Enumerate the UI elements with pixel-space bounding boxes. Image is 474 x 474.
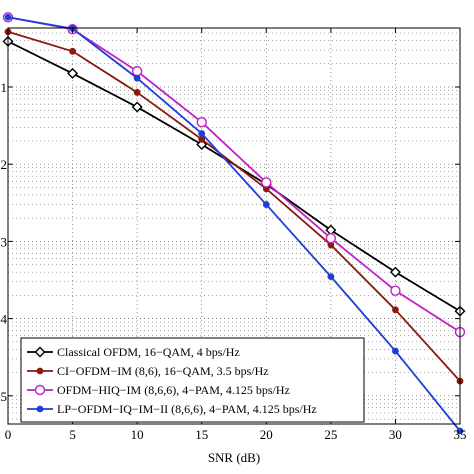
- y-tick-label: -3: [0, 234, 7, 249]
- series-2: [4, 28, 464, 385]
- y-tick-label: -2: [0, 157, 7, 172]
- data-point-marker: [262, 201, 270, 208]
- ticks: 0 5 10 15 20 25 30 35 -1 -2 -3 -4 -5: [0, 28, 467, 442]
- y-tick-label: -1: [0, 80, 7, 95]
- x-tick-label: 20: [260, 427, 273, 442]
- legend-label: Classical OFDM, 16−QAM, 4 bps/Hz: [57, 345, 240, 359]
- data-point-marker: [198, 135, 206, 143]
- data-point-marker: [198, 130, 206, 137]
- data-point-marker: [456, 427, 464, 435]
- data-point-marker: [327, 273, 335, 280]
- x-tick-label: 5: [69, 427, 76, 442]
- data-point-marker: [261, 177, 272, 188]
- legend-entry: CI−OFDM−IM (8,6), 16−QAM, 3.5 bps/Hz: [27, 364, 269, 378]
- grid: [8, 28, 460, 424]
- data-point-marker: [36, 405, 44, 413]
- data-point-marker: [4, 13, 12, 21]
- legend-entry: OFDM−HIQ−IM (8,6,6), 4−PAM, 4.125 bps/Hz: [27, 383, 290, 397]
- data-point-marker: [36, 367, 44, 375]
- data-point-marker: [34, 384, 46, 396]
- x-tick-label: 10: [131, 427, 144, 442]
- data-point-marker: [390, 285, 401, 296]
- series-line: [7, 30, 461, 382]
- data-point-marker: [34, 346, 46, 358]
- y-tick-label: -4: [0, 312, 7, 327]
- plot-frame: [7, 27, 461, 425]
- series-layer: [2, 12, 466, 435]
- x-tick-label: 15: [195, 427, 208, 442]
- data-point-marker: [196, 139, 208, 150]
- data-point-marker: [69, 47, 76, 55]
- legend-label: OFDM−HIQ−IM (8,6,6), 4−PAM, 4.125 bps/Hz: [57, 383, 290, 397]
- data-point-marker: [196, 116, 207, 128]
- legend-entry: Classical OFDM, 16−QAM, 4 bps/Hz: [27, 345, 240, 359]
- data-point-marker: [389, 266, 401, 278]
- series-line: [7, 16, 461, 432]
- x-tick-label: 30: [389, 427, 402, 442]
- x-tick-label: 0: [5, 427, 12, 442]
- legend-box: [20, 337, 365, 423]
- data-point-marker: [325, 233, 337, 244]
- data-point-marker: [131, 101, 143, 113]
- legend-entry: LP−OFDM−IQ−IM−II (8,6,6), 4−PAM, 4.125 b…: [27, 402, 317, 416]
- legend: Classical OFDM, 16−QAM, 4 bps/Hz CI−OFDM−…: [20, 337, 365, 423]
- data-point-marker: [67, 67, 79, 79]
- x-axis-label: SNR (dB): [208, 450, 260, 465]
- data-point-marker: [392, 347, 399, 355]
- legend-label: LP−OFDM−IQ−IM−II (8,6,6), 4−PAM, 4.125 b…: [57, 402, 317, 416]
- data-point-marker: [131, 66, 143, 77]
- y-tick-label: -5: [0, 389, 7, 404]
- data-point-marker: [133, 74, 141, 82]
- legend-label: CI−OFDM−IM (8,6), 16−QAM, 3.5 bps/Hz: [57, 364, 269, 378]
- x-tick-label: 25: [324, 427, 337, 442]
- data-point-marker: [133, 89, 141, 96]
- x-tick-label: 35: [454, 427, 467, 442]
- data-point-marker: [392, 306, 399, 314]
